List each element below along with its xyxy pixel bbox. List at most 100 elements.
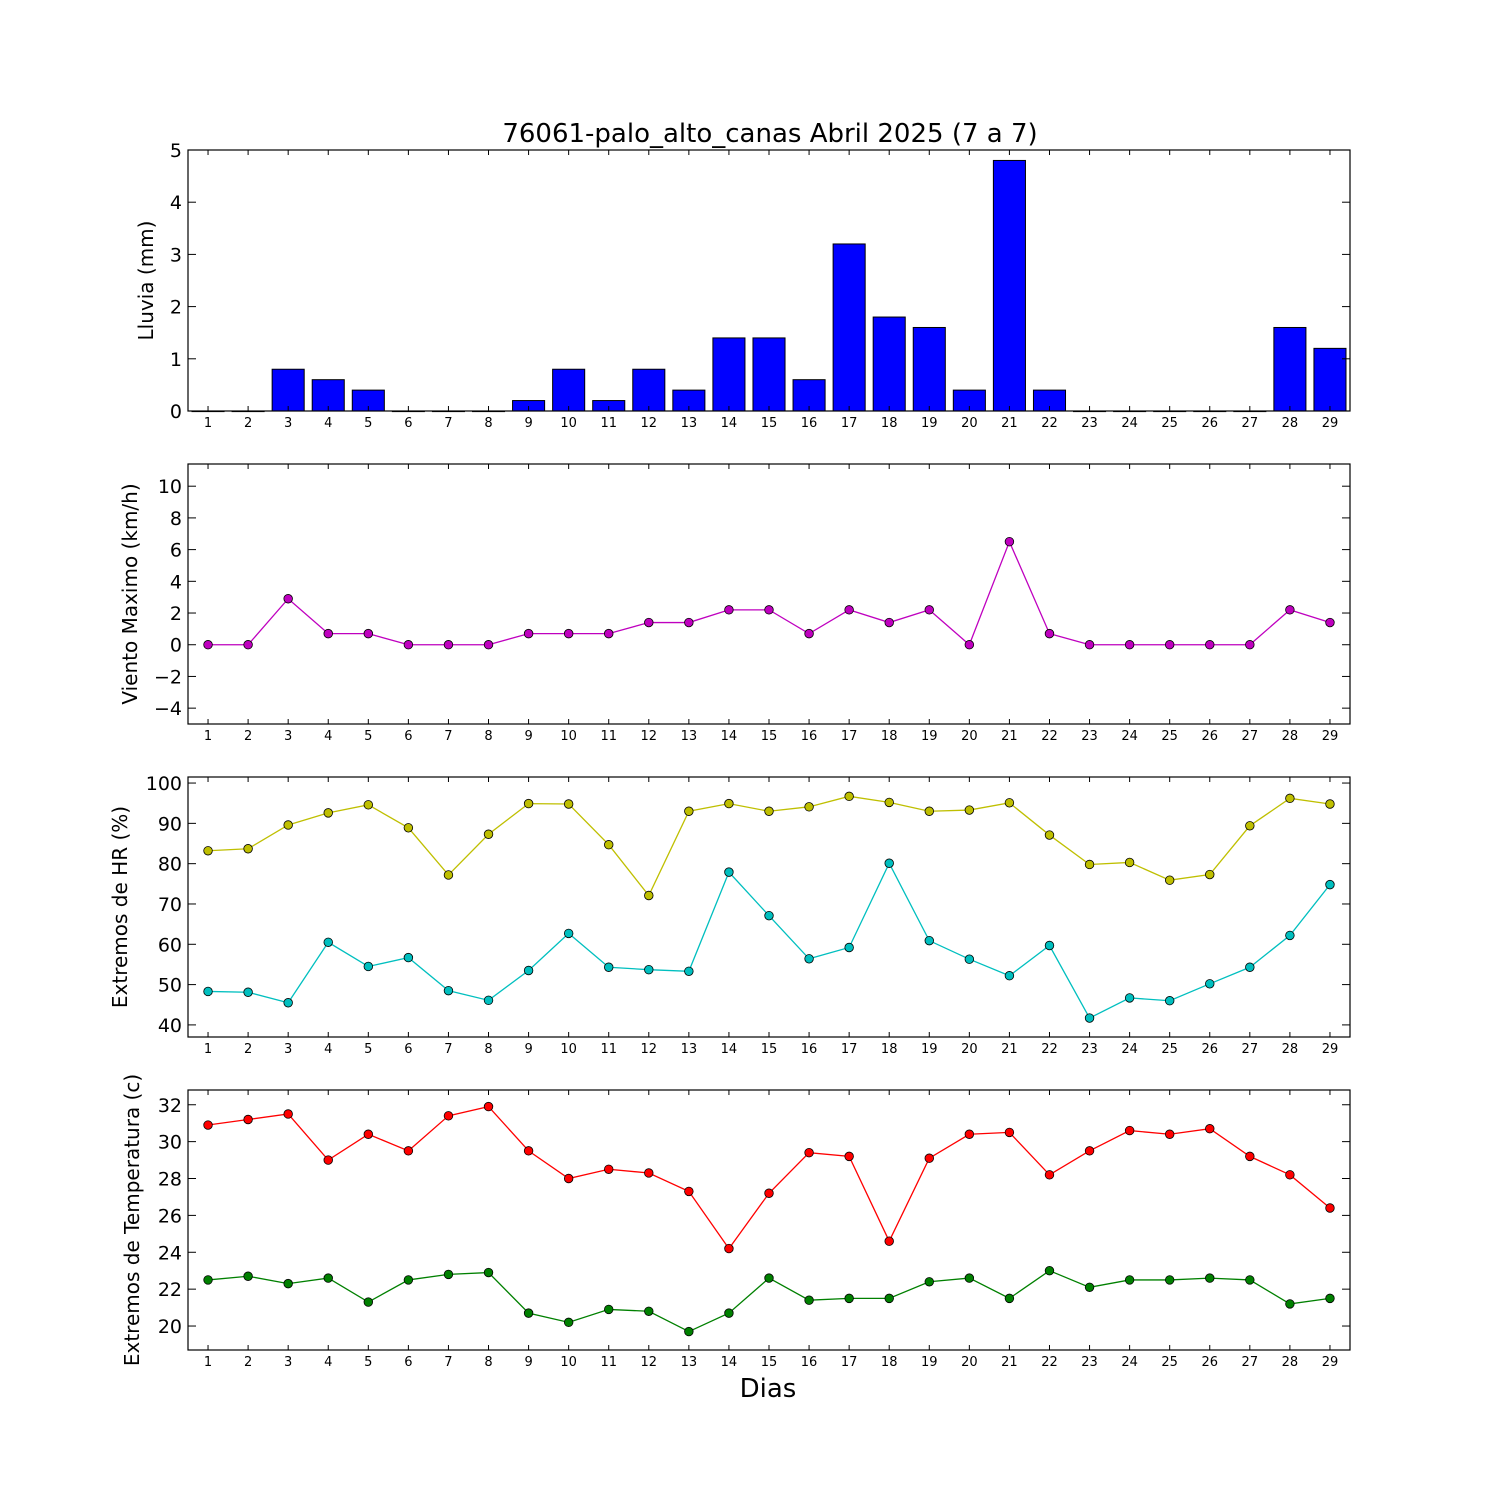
- x-tick-label: 16: [801, 1042, 818, 1057]
- bar-16: [792, 379, 826, 412]
- x-tick-label: 4: [324, 729, 332, 744]
- series-2-point-17: [844, 942, 854, 953]
- x-tick-label: 3: [284, 416, 292, 431]
- series-1-point-13: [684, 806, 694, 816]
- series-1-point-11: [604, 840, 614, 850]
- series-2-point-16: [804, 1295, 814, 1305]
- series-2-point-20: [964, 954, 975, 964]
- x-tick-label: 20: [961, 729, 978, 744]
- series-2-point-10: [563, 1317, 574, 1328]
- x-tick-label: 2: [244, 729, 252, 744]
- series-1-point-22: [1044, 1170, 1055, 1180]
- series-1-point-2: [243, 844, 253, 854]
- x-tick-label: 21: [1001, 1042, 1018, 1057]
- series-1-point-26: [1205, 869, 1215, 880]
- y-tick-label: −4: [154, 698, 182, 720]
- panel-2: 1 2 3 4 5 6 7 8 9 10 11 12 13 14 15 16 17 18 19 20 21 22 23 24 2…: [118, 463, 1351, 744]
- series-1-point-6: [403, 640, 414, 650]
- x-tick-label: 7: [444, 416, 452, 431]
- series-1-point-2: [243, 1114, 253, 1125]
- y-tick-label: 3: [170, 244, 182, 266]
- series-1-point-13: [684, 617, 694, 628]
- x-tick-label: 12: [641, 1042, 658, 1057]
- series-1-point-21: [1004, 536, 1015, 547]
- series-1-point-7: [443, 1111, 454, 1121]
- series-2-point-11: [604, 1304, 614, 1315]
- x-tick-label: 14: [721, 416, 738, 431]
- series-1-point-4: [323, 1155, 333, 1165]
- bar-14: [712, 337, 746, 412]
- series-1-point-12: [644, 890, 654, 901]
- series-2-point-28: [1285, 1299, 1295, 1309]
- x-tick-label: 3: [284, 729, 292, 744]
- x-tick-label: 19: [921, 1042, 938, 1057]
- y-tick-label: 6: [170, 540, 182, 562]
- x-tick-label: 10: [560, 729, 577, 744]
- series-2-point-22: [1044, 940, 1055, 951]
- panel-4: 1 2 3 4 5 6 7 8 9 10 11 12 13 14 15 16 17 18 19 20 21 22 23 24 2…: [120, 1074, 1351, 1370]
- y-tick-label: 50: [158, 975, 182, 997]
- series-2-point-10: [563, 928, 574, 939]
- series-2-point-21: [1004, 971, 1015, 981]
- x-tick-label: 12: [641, 416, 658, 431]
- series-1-point-27: [1245, 821, 1255, 831]
- x-tick-label: 9: [524, 1042, 532, 1057]
- y-tick-label: 10: [158, 476, 182, 498]
- x-tick-label: 14: [721, 1355, 738, 1370]
- series-1-point-18: [884, 617, 894, 628]
- x-tick-label: 23: [1081, 1042, 1098, 1057]
- series-1-point-23: [1084, 640, 1095, 650]
- y-tick-label: 100: [146, 773, 182, 795]
- y-tick-label: 80: [158, 854, 182, 876]
- x-tick-label: 23: [1081, 729, 1098, 744]
- x-tick-label: 22: [1041, 1042, 1058, 1057]
- series-2-point-20: [964, 1273, 975, 1283]
- x-tick-label: 14: [721, 729, 738, 744]
- y-tick-label: 2: [170, 297, 182, 319]
- y-axis-label: Extremos de HR (%): [108, 806, 132, 1008]
- x-tick-label: 8: [484, 1042, 492, 1057]
- series-2-point-15: [764, 910, 774, 921]
- x-tick-label: 6: [404, 729, 412, 744]
- x-tick-label: 7: [444, 729, 452, 744]
- x-tick-label: 22: [1041, 729, 1058, 744]
- series-1-point-4: [323, 808, 333, 818]
- series-1-point-14: [724, 798, 734, 809]
- x-tick-label: 9: [524, 729, 532, 744]
- x-tick-label: 9: [524, 416, 532, 431]
- x-tick-label: 5: [364, 1042, 372, 1057]
- series-2-point-2: [243, 1271, 253, 1281]
- series-2-point-21: [1004, 1293, 1015, 1304]
- x-tick-label: 26: [1201, 1355, 1218, 1370]
- x-tick-label: 6: [404, 1355, 412, 1370]
- x-tick-label: 16: [801, 729, 818, 744]
- x-tick-label: 21: [1001, 729, 1018, 744]
- x-tick-label: 25: [1161, 416, 1178, 431]
- y-tick-label: 22: [158, 1279, 182, 1301]
- x-tick-label: 15: [761, 1042, 778, 1057]
- x-tick-label: 28: [1282, 1042, 1299, 1057]
- x-tick-label: 3: [284, 1042, 292, 1057]
- series-1-point-23: [1084, 1146, 1095, 1156]
- y-tick-label: 90: [158, 813, 182, 835]
- series-2-point-8: [483, 1267, 494, 1278]
- x-tick-label: 16: [801, 1355, 818, 1370]
- x-tick-label: 4: [324, 416, 332, 431]
- y-tick-label: 70: [158, 894, 182, 916]
- series-1-point-19: [924, 605, 934, 615]
- x-tick-label: 25: [1161, 1355, 1178, 1370]
- bar-12: [632, 368, 666, 412]
- series-1-point-25: [1164, 875, 1175, 885]
- series-2-point-11: [604, 962, 614, 972]
- series-1-point-24: [1124, 1125, 1135, 1136]
- x-tick-label: 27: [1242, 729, 1259, 744]
- x-tick-label: 29: [1322, 1042, 1339, 1057]
- x-tick-label: 24: [1121, 416, 1138, 431]
- x-tick-label: 1: [204, 1355, 212, 1370]
- series-1-point-12: [644, 617, 654, 628]
- series-1-point-19: [924, 806, 934, 816]
- x-tick-label: 18: [881, 416, 898, 431]
- series-2-point-4: [323, 937, 333, 947]
- series-1-point-26: [1205, 640, 1215, 650]
